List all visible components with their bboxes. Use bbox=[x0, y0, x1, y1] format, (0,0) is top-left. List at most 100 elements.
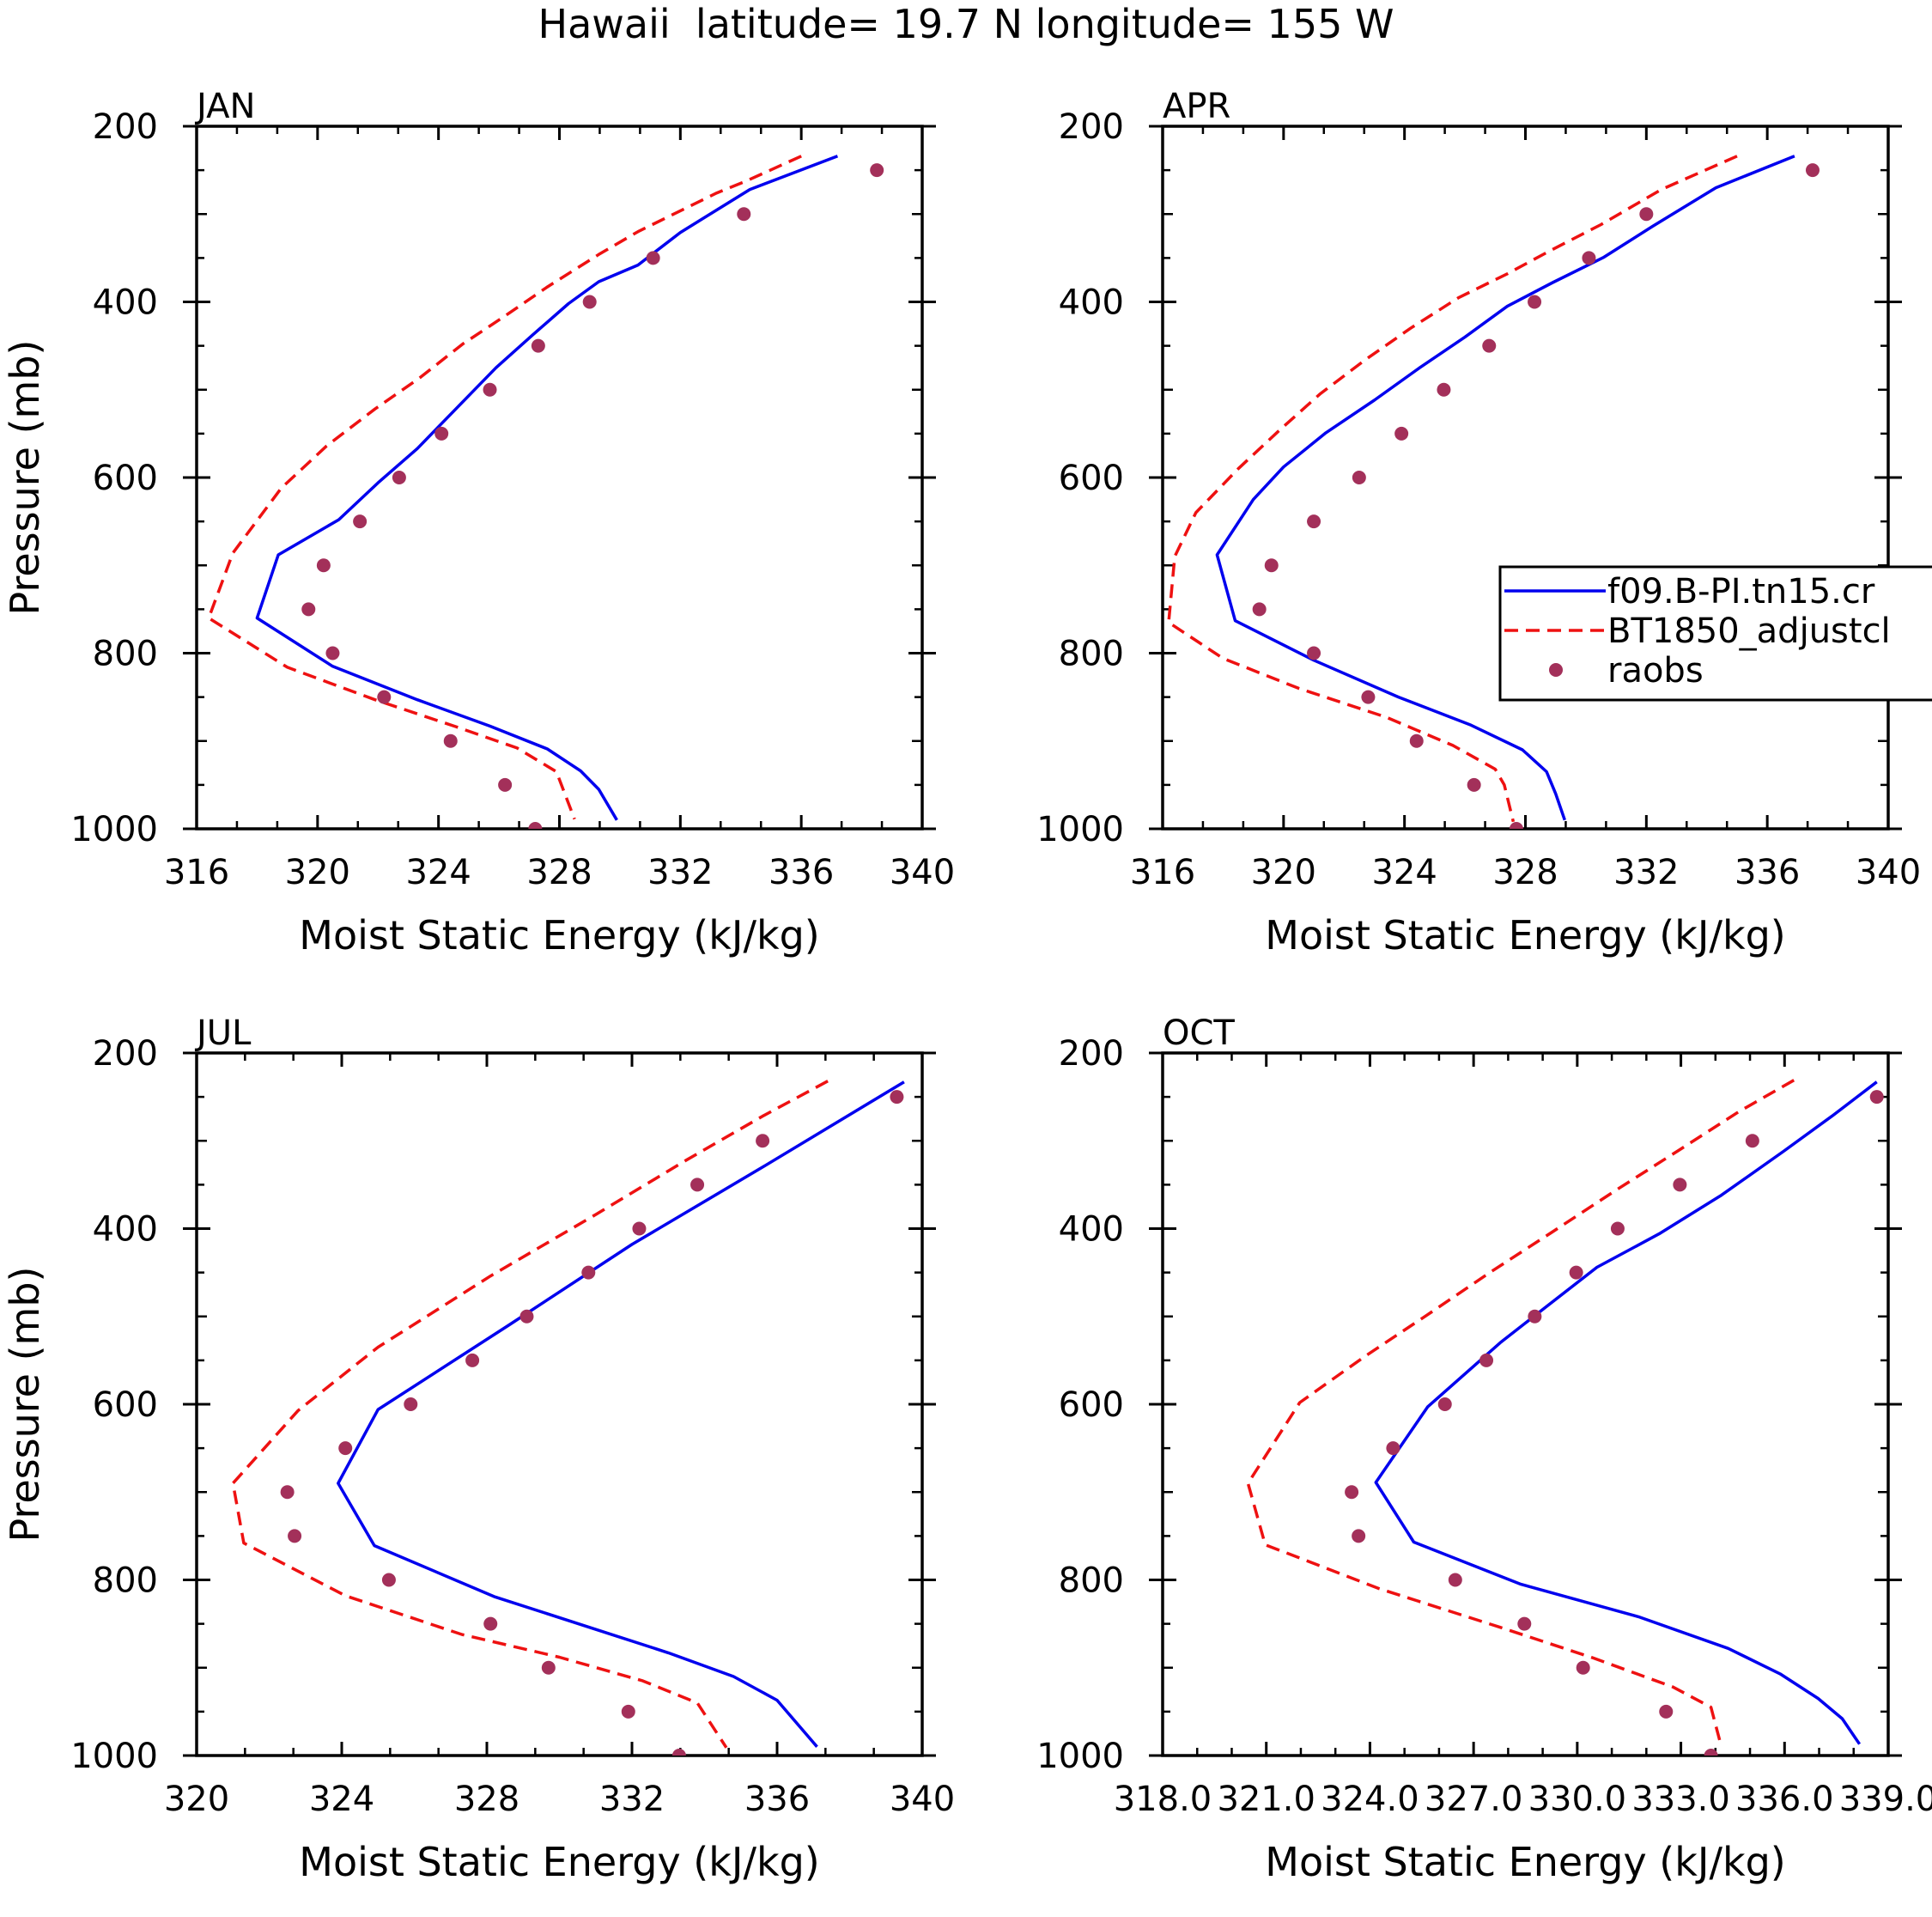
f09-series-line bbox=[255, 155, 839, 821]
x-tick-label: 327.0 bbox=[1425, 1780, 1523, 1819]
raobs-point bbox=[581, 1265, 596, 1280]
bt1850-series-line bbox=[231, 1080, 829, 1749]
raobs-point bbox=[1352, 1529, 1366, 1543]
x-tick-label: 336 bbox=[744, 1780, 810, 1819]
raobs-point bbox=[1361, 690, 1376, 704]
y-tick-label: 200 bbox=[1059, 1034, 1124, 1074]
panel-title: JUL bbox=[194, 1013, 252, 1053]
y-tick-label: 1000 bbox=[70, 1737, 158, 1776]
y-tick-label: 400 bbox=[93, 283, 158, 323]
x-axis-label: Moist Static Energy (kJ/kg) bbox=[299, 912, 820, 958]
bt1850-series-line bbox=[1167, 155, 1738, 823]
y-tick-label: 200 bbox=[93, 107, 158, 147]
legend-box bbox=[1498, 565, 1932, 702]
panel-title: JAN bbox=[194, 87, 255, 126]
y-tick-label: 600 bbox=[1059, 1385, 1124, 1425]
bt1850-series-line bbox=[207, 155, 802, 820]
panel-jan: JAN 316 320 324 328 332 336 340 200 400 600 800 1000… bbox=[2, 87, 955, 958]
x-tick-label: 316 bbox=[164, 853, 229, 892]
plot-frame bbox=[1161, 1051, 1890, 1757]
y-tick-label: 1000 bbox=[1036, 1737, 1124, 1776]
x-tick-label: 328 bbox=[526, 853, 592, 892]
y-tick-label: 400 bbox=[1059, 283, 1124, 323]
raobs-point bbox=[1745, 1134, 1759, 1148]
raobs-point bbox=[1869, 1090, 1884, 1105]
raobs-point bbox=[465, 1353, 480, 1367]
raobs-point bbox=[582, 295, 597, 309]
raobs-point bbox=[338, 1441, 353, 1456]
x-tick-label: 332 bbox=[1613, 853, 1679, 892]
x-tick-label: 320 bbox=[164, 1780, 229, 1819]
x-tick-label: 336.0 bbox=[1735, 1780, 1834, 1819]
raobs-point bbox=[316, 558, 331, 573]
bt1850-series-line bbox=[1246, 1079, 1795, 1748]
y-axis-label: Pressure (mb) bbox=[2, 1267, 48, 1543]
y-tick-label: 800 bbox=[93, 635, 158, 674]
raobs-point bbox=[377, 690, 392, 704]
raobs-point bbox=[434, 426, 449, 441]
y-axis-label: Pressure (mb) bbox=[2, 340, 48, 616]
x-axis-label: Moist Static Energy (kJ/kg) bbox=[299, 1839, 820, 1885]
x-tick-label: 340 bbox=[1856, 853, 1921, 892]
raobs-point bbox=[690, 1178, 705, 1192]
f09-series-line bbox=[337, 1080, 905, 1748]
raobs-point bbox=[646, 251, 660, 265]
plot-frame bbox=[195, 1051, 924, 1757]
raobs-point bbox=[443, 733, 458, 748]
y-tick-label: 400 bbox=[93, 1210, 158, 1250]
raobs-point bbox=[353, 514, 368, 529]
x-tick-label: 330.0 bbox=[1528, 1780, 1627, 1819]
raobs-point bbox=[1479, 1353, 1494, 1367]
figure-title: Hawaii latitude= 19.7 N longitude= 155 W bbox=[538, 1, 1394, 47]
raobs-point bbox=[301, 602, 316, 617]
plot-frame bbox=[1161, 125, 1890, 831]
raobs-point bbox=[325, 646, 340, 660]
raobs-point bbox=[1307, 646, 1321, 660]
x-tick-label: 328 bbox=[454, 1780, 519, 1819]
raobs-point bbox=[870, 163, 884, 178]
raobs-point bbox=[541, 1660, 556, 1675]
x-tick-label: 324 bbox=[1371, 853, 1437, 892]
panel-apr: APR 316 320 324 328 332 336 340 200 400 600 800 1000… bbox=[1036, 87, 1921, 958]
raobs-point bbox=[1409, 733, 1424, 748]
raobs-point bbox=[519, 1309, 534, 1324]
data-area bbox=[231, 1080, 905, 1756]
raobs-point bbox=[483, 382, 497, 397]
legend-marker-raobs bbox=[1549, 663, 1563, 677]
x-tick-label: 324 bbox=[405, 853, 471, 892]
data-area bbox=[207, 155, 884, 829]
raobs-point bbox=[1528, 295, 1542, 309]
panel-jul: JUL 320 324 328 332 336 340 200 400 600 800 1000 Moi… bbox=[2, 1013, 955, 1885]
x-tick-label: 318.0 bbox=[1114, 1780, 1212, 1819]
y-tick-label: 1000 bbox=[1036, 810, 1124, 849]
raobs-point bbox=[1352, 471, 1366, 484]
panel-title: APR bbox=[1163, 87, 1230, 126]
raobs-point bbox=[1639, 207, 1654, 222]
panel-title: OCT bbox=[1163, 1013, 1235, 1053]
x-tick-label: 320 bbox=[285, 853, 350, 892]
raobs-point bbox=[671, 1749, 686, 1756]
data-area bbox=[1167, 155, 1820, 829]
f09-series-line bbox=[1374, 1080, 1878, 1745]
raobs-point bbox=[1307, 514, 1321, 529]
f09-series-line bbox=[1215, 155, 1795, 821]
raobs-point bbox=[280, 1485, 295, 1500]
y-tick-label: 1000 bbox=[70, 810, 158, 849]
x-tick-label: 328 bbox=[1492, 853, 1558, 892]
plot-frame bbox=[195, 125, 924, 831]
x-tick-label: 340 bbox=[890, 1780, 955, 1819]
y-tick-label: 800 bbox=[1059, 1561, 1124, 1601]
raobs-point bbox=[1582, 251, 1596, 265]
x-axis-label: Moist Static Energy (kJ/kg) bbox=[1265, 1839, 1786, 1885]
raobs-point bbox=[288, 1529, 302, 1543]
y-tick-label: 600 bbox=[1059, 459, 1124, 498]
raobs-point bbox=[1569, 1265, 1583, 1280]
raobs-point bbox=[1805, 163, 1820, 178]
x-tick-label: 320 bbox=[1251, 853, 1316, 892]
raobs-point bbox=[1576, 1660, 1590, 1675]
raobs-point bbox=[528, 822, 543, 829]
raobs-point bbox=[1448, 1573, 1462, 1587]
panels: JAN 316 320 324 328 332 336 340 200 400 600 800 1000… bbox=[2, 87, 1932, 1885]
